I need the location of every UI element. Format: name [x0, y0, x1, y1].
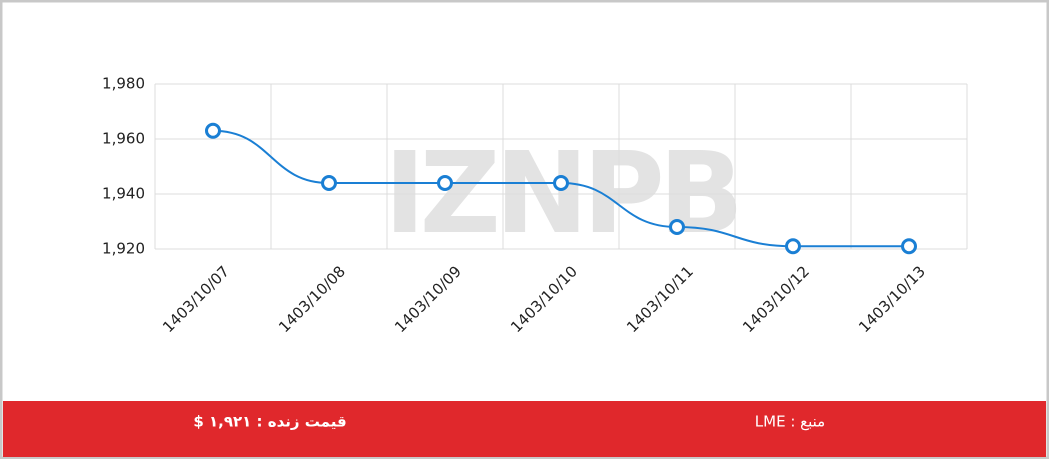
- y-tick-label: 1,980: [102, 75, 145, 93]
- point: [553, 175, 569, 191]
- point: [205, 122, 221, 139]
- y-tick-label: 1,940: [102, 185, 145, 203]
- y-tick-label: 1,960: [102, 130, 145, 148]
- point: [437, 175, 453, 191]
- live-price: قیمت زنده : ۱,۹۲۱ $: [193, 413, 346, 431]
- footer-bar: [3, 401, 1046, 457]
- point: [785, 238, 801, 255]
- point: [901, 238, 917, 255]
- y-tick-label: 1,920: [102, 240, 145, 258]
- point: [321, 175, 337, 191]
- point: [669, 219, 685, 235]
- source-text: منبع : LME: [755, 413, 825, 431]
